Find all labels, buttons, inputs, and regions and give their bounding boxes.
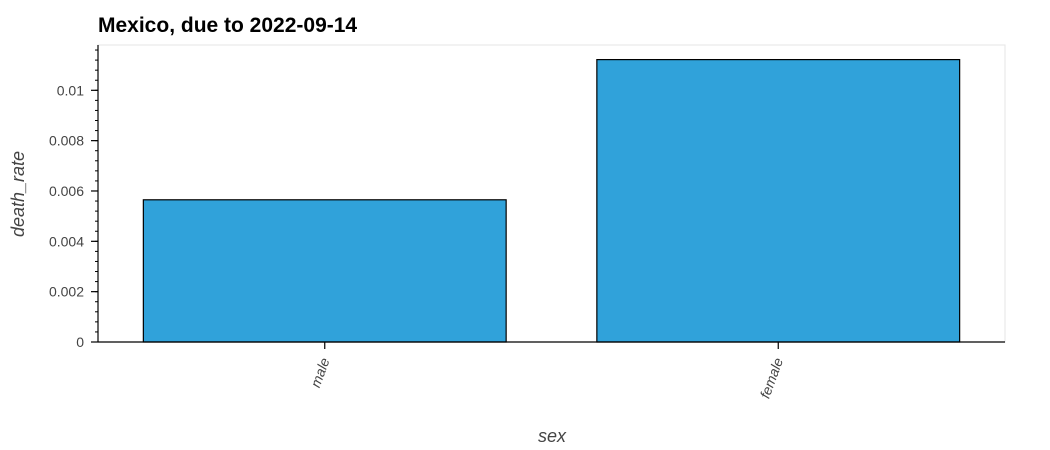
y-tick-label: 0.002 bbox=[49, 284, 84, 300]
x-axis: male female bbox=[98, 341, 1005, 401]
y-tick-label: 0.008 bbox=[49, 133, 84, 149]
y-tick-label: 0.004 bbox=[49, 233, 84, 249]
y-axis-label: death_rate bbox=[8, 151, 28, 237]
y-tick-label: 0 bbox=[76, 334, 84, 350]
y-tick-label: 0.01 bbox=[57, 82, 84, 98]
bar-male bbox=[142, 199, 507, 343]
x-axis-label: sex bbox=[538, 426, 567, 446]
bar-female bbox=[596, 58, 961, 343]
y-axis: 0 0.002 0.004 0.006 0.008 0.01 bbox=[49, 45, 99, 350]
y-tick-label: 0.006 bbox=[49, 183, 84, 199]
bars-group bbox=[142, 58, 961, 343]
chart-title: Mexico, due to 2022-09-14 bbox=[98, 14, 357, 37]
x-tick-label-male: male bbox=[307, 355, 332, 389]
x-tick-label-female: female bbox=[757, 355, 786, 400]
